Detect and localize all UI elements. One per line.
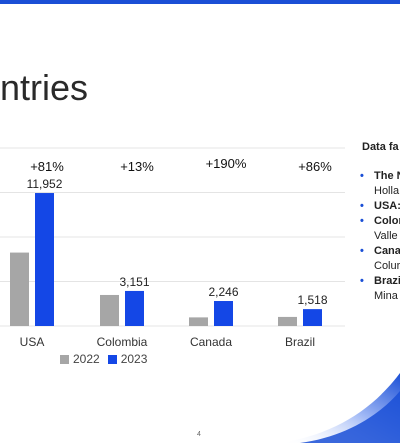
category-label: Colombia [97, 335, 148, 349]
data-fact-item: The N Holla [360, 169, 400, 199]
legend-label-2022: 2022 [73, 352, 100, 366]
data-fact-item: USA: [360, 199, 400, 214]
data-fact-item: Cana Colur [360, 244, 400, 274]
data-fact-item: Brazi Mina [360, 274, 400, 304]
legend-item-2023: 2023 [107, 352, 148, 366]
legend-swatch-2023 [107, 354, 117, 364]
category-label: Brazil [285, 335, 315, 349]
data-fact-sub: Mina [374, 290, 398, 302]
bar-2023-colombia [125, 290, 144, 326]
data-fact-head: The N [374, 170, 400, 182]
bar-2023-canada [214, 301, 233, 326]
data-fact-sub: Holla [374, 185, 400, 197]
chart-legend: 2022 2023 [60, 352, 147, 366]
legend-swatch-2022 [60, 354, 69, 364]
data-facts-panel: Data fa The N Holla USA: Color Valle Can… [360, 140, 400, 304]
data-fact-sub: Valle [374, 230, 398, 242]
growth-label: +81% [30, 159, 64, 174]
data-label-2023: 11,952 [27, 177, 63, 191]
bar-2022-brazil [278, 316, 297, 326]
page-number: 4 [197, 431, 201, 438]
data-label-2023: 1,518 [297, 293, 327, 307]
data-facts-list: The N Holla USA: Color Valle Cana Colur … [360, 169, 400, 304]
bar-2023-usa [35, 193, 54, 326]
bar-2023-brazil [303, 309, 322, 326]
category-label: Canada [190, 335, 232, 349]
data-fact-item: Color Valle [360, 214, 400, 244]
growth-label: +86% [298, 159, 332, 174]
data-fact-sub: Colur [374, 260, 400, 272]
data-fact-head: Brazi [374, 275, 400, 287]
bar-2022-colombia [100, 294, 119, 326]
corner-swoosh-decoration [280, 373, 400, 443]
bar-2022-canada [189, 317, 208, 326]
data-fact-head: USA: [374, 200, 400, 212]
category-label: USA [20, 335, 45, 349]
growth-label: +190% [206, 156, 247, 171]
bar-2022-usa [10, 252, 29, 326]
data-fact-head: Color [374, 215, 400, 227]
slide-title: ntries [0, 67, 89, 108]
top-accent-bar [0, 0, 400, 4]
data-facts-title: Data fa [362, 141, 399, 153]
data-fact-head: Cana [374, 245, 400, 257]
growth-label: +13% [120, 159, 154, 174]
data-label-2023: 2,246 [208, 285, 238, 299]
legend-label-2023: 2023 [120, 352, 148, 366]
legend-item-2022: 2022 [60, 352, 100, 366]
data-label-2023: 3,151 [119, 275, 149, 289]
